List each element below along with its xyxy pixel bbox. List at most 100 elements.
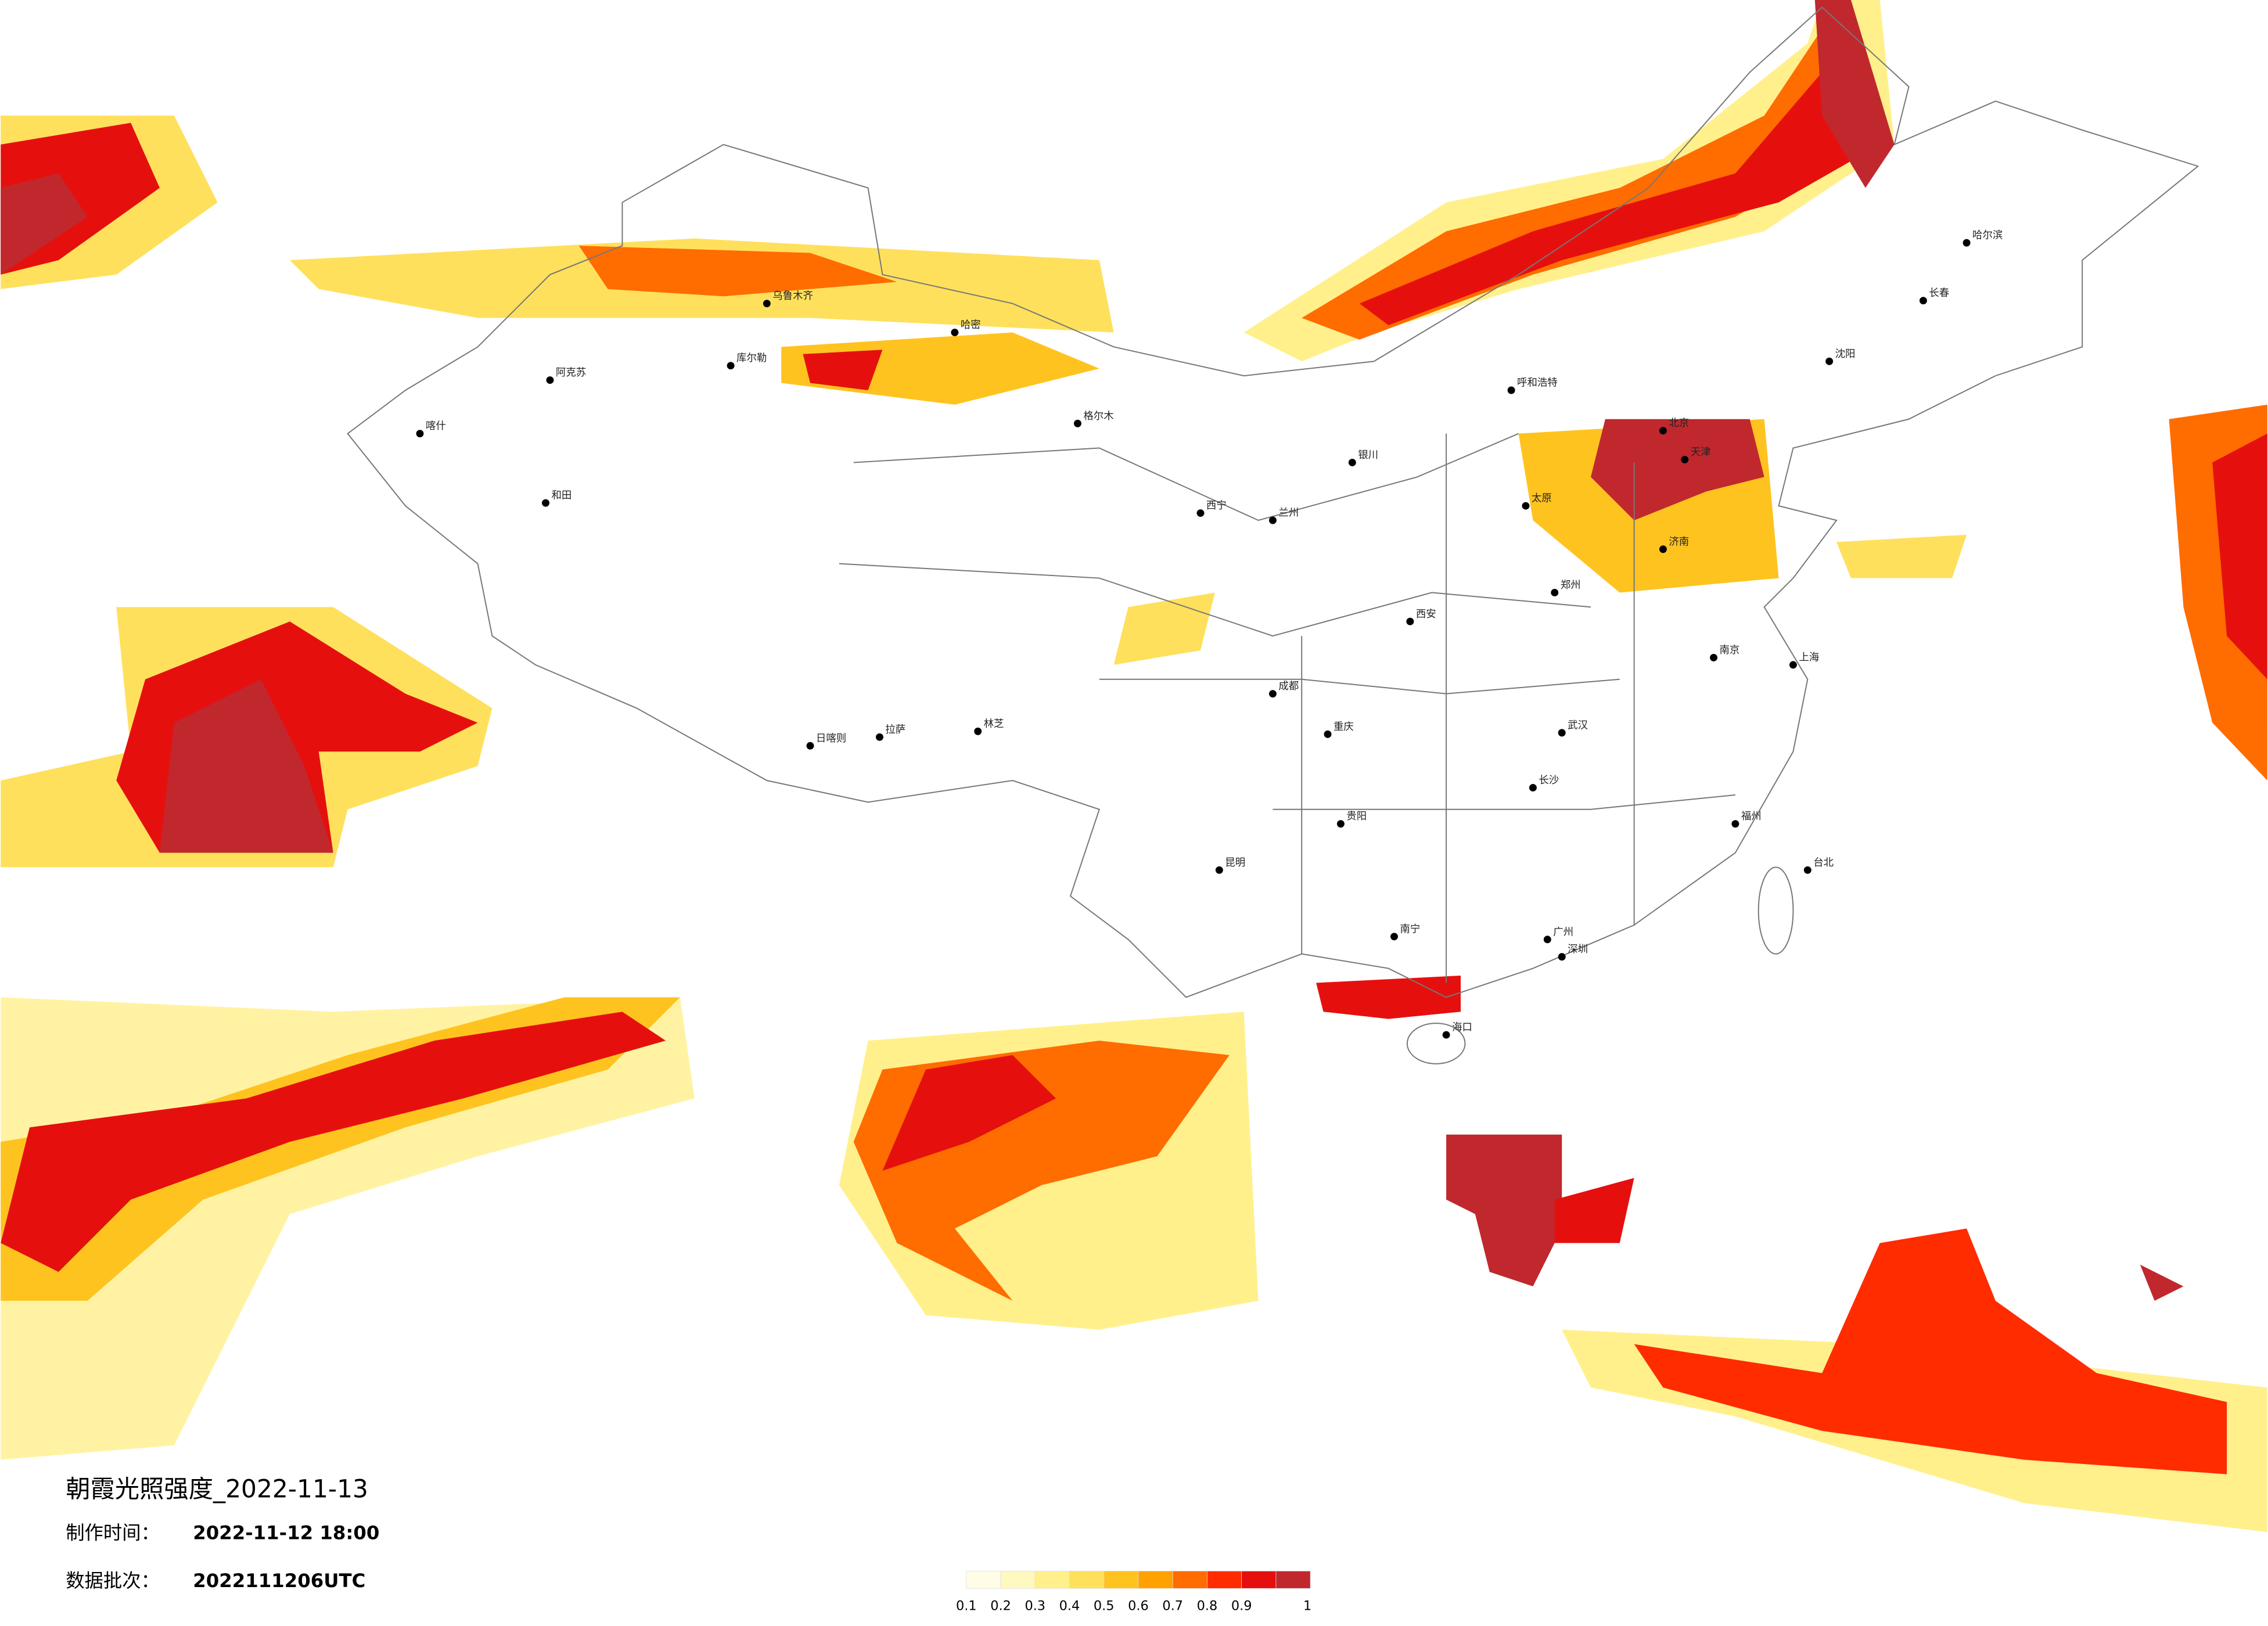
city-label: 台北 — [1813, 857, 1834, 869]
city-dot — [1268, 516, 1277, 524]
colorbar-label: 0.5 — [1094, 1599, 1115, 1614]
city-dot — [1442, 1031, 1450, 1039]
city-label: 重庆 — [1334, 721, 1354, 733]
city-dot — [1390, 933, 1398, 941]
city-dot — [1507, 386, 1515, 394]
city-label: 济南 — [1669, 536, 1689, 548]
city-label: 西安 — [1416, 609, 1436, 620]
city-dot — [1268, 690, 1277, 698]
city-dot — [806, 742, 814, 750]
colorbar-label: 0.6 — [1128, 1599, 1149, 1614]
city-dot — [1558, 953, 1566, 961]
city-dot — [1529, 783, 1537, 792]
city-label: 哈尔滨 — [1972, 230, 2003, 242]
city-label: 阿克苏 — [556, 367, 586, 379]
colorbar-swatch — [1138, 1571, 1173, 1589]
city-dot — [416, 430, 424, 438]
city-label: 郑州 — [1561, 580, 1581, 591]
city-label: 格尔木 — [1083, 411, 1113, 422]
city-label: 太原 — [1532, 493, 1552, 505]
city-dot — [1522, 502, 1530, 510]
city-label: 福州 — [1741, 811, 1762, 822]
colorbar-label: 0.1 — [956, 1599, 977, 1614]
city-label: 昆明 — [1225, 857, 1245, 869]
colorbar-swatch — [1275, 1571, 1311, 1589]
light-intensity-field — [1, 0, 2267, 1533]
city-dot — [1073, 419, 1081, 427]
colorbar-swatch — [1104, 1571, 1139, 1589]
colorbar-swatch — [1207, 1571, 1242, 1589]
city-dot — [727, 362, 735, 370]
city-label: 广州 — [1553, 926, 1573, 938]
city-dot — [875, 733, 883, 741]
city-label: 上海 — [1799, 652, 1819, 663]
city-dot — [974, 727, 982, 735]
city-dot — [1681, 455, 1689, 463]
colorbar-label: 0.9 — [1231, 1599, 1252, 1614]
city-dot — [1336, 820, 1345, 828]
city-dot — [1406, 617, 1414, 625]
colorbar-swatch — [1172, 1571, 1207, 1589]
city-dot — [951, 328, 959, 336]
colorbar-swatch — [1241, 1571, 1277, 1589]
city-label: 海口 — [1452, 1022, 1472, 1034]
city-label: 南宁 — [1400, 923, 1420, 935]
city-label: 贵阳 — [1346, 811, 1367, 822]
city-dot — [1919, 297, 1927, 305]
city-label: 成都 — [1278, 681, 1299, 692]
city-label: 银川 — [1358, 449, 1378, 461]
colorbar-label: 1 — [1303, 1599, 1311, 1614]
city-dot — [1324, 730, 1332, 738]
city-dot — [1551, 588, 1559, 596]
country-border — [347, 6, 2199, 1064]
city-label: 长沙 — [1539, 775, 1559, 786]
colorbar-swatch — [966, 1571, 1001, 1589]
city-dot — [1348, 458, 1356, 466]
colorbar-swatch — [1000, 1571, 1036, 1589]
city-label: 天津 — [1691, 447, 1711, 458]
city-dot — [1710, 653, 1718, 661]
city-label: 哈密 — [961, 319, 981, 331]
colorbar-swatch — [1034, 1571, 1070, 1589]
city-label: 日喀则 — [816, 733, 846, 744]
city-dot — [1731, 820, 1739, 828]
colorbar: 0.1 0.2 0.3 0.4 0.5 0.6 0.7 0.8 0.9 1 — [956, 1571, 1311, 1614]
city-dot — [542, 499, 549, 507]
city-dot — [1196, 509, 1205, 517]
city-dot — [1543, 936, 1551, 944]
city-dot — [1215, 866, 1223, 874]
batch: 2022111206UTC — [193, 1570, 365, 1592]
map-title: 朝霞光照强度_2022-11-13 — [66, 1474, 368, 1503]
city-dot — [1789, 661, 1797, 669]
colorbar-label: 0.7 — [1162, 1599, 1183, 1614]
city-label: 北京 — [1669, 418, 1689, 429]
city-label: 喀什 — [426, 420, 446, 432]
city-label: 长春 — [1929, 287, 1949, 299]
city-label: 呼和浩特 — [1517, 377, 1558, 389]
made-time: 2022-11-12 18:00 — [193, 1522, 379, 1544]
city-dot — [1963, 239, 1971, 247]
batch-label: 数据批次： — [66, 1570, 160, 1592]
city-label: 林芝 — [984, 718, 1004, 730]
city-label: 兰州 — [1278, 508, 1299, 519]
city-dot — [763, 300, 771, 308]
city-dot — [1659, 427, 1667, 435]
city-label: 深圳 — [1568, 944, 1588, 955]
made-time-label: 制作时间： — [66, 1522, 160, 1544]
city-label: 南京 — [1720, 645, 1740, 656]
colorbar-swatch — [1069, 1571, 1105, 1589]
city-dot — [1803, 866, 1811, 874]
city-label: 乌鲁木齐 — [772, 290, 813, 302]
city-dot — [1825, 357, 1834, 365]
city-dot — [1659, 545, 1667, 553]
colorbar-label: 0.3 — [1025, 1599, 1045, 1614]
city-label: 库尔勒 — [736, 352, 767, 364]
colorbar-label: 0.8 — [1197, 1599, 1218, 1614]
city-dot — [546, 376, 554, 384]
colorbar-label: 0.4 — [1059, 1599, 1080, 1614]
colorbar-label: 0.2 — [990, 1599, 1011, 1614]
city-dot — [1558, 729, 1566, 737]
city-label: 沈阳 — [1835, 348, 1856, 360]
